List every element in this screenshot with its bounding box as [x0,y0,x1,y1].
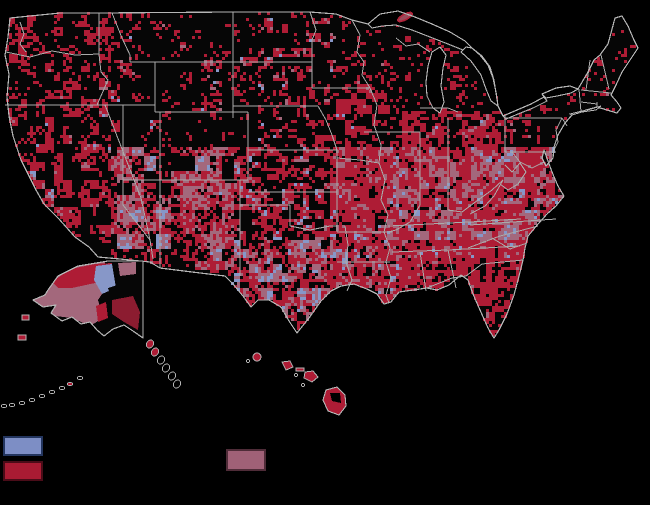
maui-island [303,370,319,383]
legend-swatch-mauve [226,449,266,471]
legend-swatch-blue [3,436,43,456]
legend-swatch-red [3,461,43,481]
lower-48-map [5,11,638,338]
kauai-island [252,352,262,362]
state-borders [4,10,639,339]
hawaii-inset [245,352,347,416]
county-fill-blue [30,18,558,312]
long-island [568,105,602,116]
county-fill-red [6,12,636,336]
alaska-outline [32,260,144,339]
oahu-island [281,360,294,371]
county-fill-mauve [9,18,609,321]
alaska-inset [1,260,182,408]
